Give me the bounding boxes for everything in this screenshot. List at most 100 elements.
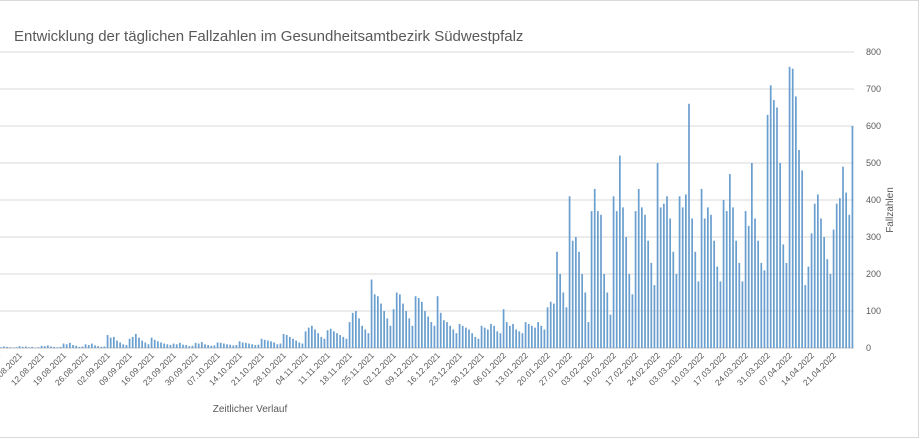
bar [135, 334, 137, 348]
bar [600, 215, 602, 348]
bar [836, 204, 838, 348]
bar [251, 344, 253, 348]
bar [185, 345, 187, 348]
bar [676, 274, 678, 348]
bar [751, 163, 753, 348]
bar [371, 280, 373, 348]
bar [459, 324, 461, 348]
bar [691, 219, 693, 349]
bar [248, 344, 250, 348]
bar [456, 333, 458, 348]
bar [588, 322, 590, 348]
bar [94, 345, 96, 348]
bar [129, 339, 131, 348]
bar [481, 326, 483, 348]
bar [361, 326, 363, 348]
bar [610, 315, 612, 348]
bar [3, 347, 5, 348]
y-tick-label: 100 [866, 306, 881, 316]
bar [754, 219, 756, 349]
bar [317, 333, 319, 348]
bar [402, 304, 404, 348]
bar [764, 270, 766, 348]
bar [330, 329, 332, 348]
bar [748, 226, 750, 348]
bar [679, 196, 681, 348]
bar [845, 193, 847, 348]
bar [393, 309, 395, 348]
bar [729, 174, 731, 348]
bar [368, 333, 370, 348]
bar [710, 215, 712, 348]
bar [38, 347, 40, 348]
bar [534, 328, 536, 348]
bar [562, 293, 564, 349]
bar [760, 263, 762, 348]
bar [267, 341, 269, 348]
bar [223, 344, 225, 348]
bar [226, 344, 228, 348]
bar [452, 330, 454, 349]
y-tick-label: 800 [866, 47, 881, 57]
bar [377, 296, 379, 348]
bar [478, 339, 480, 348]
y-tick-label: 500 [866, 158, 881, 168]
bar [613, 196, 615, 348]
bar [713, 241, 715, 348]
bar [346, 339, 348, 348]
bar [305, 331, 307, 348]
bar [264, 340, 266, 348]
bar [276, 344, 278, 348]
bar [141, 341, 143, 348]
bar [814, 204, 816, 348]
bar [138, 338, 140, 348]
bar [635, 211, 637, 348]
bar [220, 343, 222, 348]
y-tick-label: 400 [866, 195, 881, 205]
bar [465, 328, 467, 348]
bar [672, 252, 674, 348]
bar [782, 244, 784, 348]
bar [386, 318, 388, 348]
bar [688, 104, 690, 348]
bar [826, 259, 828, 348]
bar [792, 69, 794, 348]
bar [122, 344, 124, 348]
bar [503, 309, 505, 348]
bar [302, 344, 304, 348]
bar [716, 267, 718, 348]
bar [745, 211, 747, 348]
bar [742, 281, 744, 348]
bar [515, 330, 517, 349]
bar [210, 346, 212, 348]
bar [707, 207, 709, 348]
bar [273, 342, 275, 348]
bar [298, 342, 300, 348]
bar [842, 167, 844, 348]
bar [657, 163, 659, 348]
bar [462, 326, 464, 348]
y-tick-label: 300 [866, 232, 881, 242]
bar [349, 322, 351, 348]
bar [25, 347, 27, 348]
bar [490, 324, 492, 348]
bar [236, 345, 238, 348]
bar [471, 333, 473, 348]
bar [578, 252, 580, 348]
bar [201, 342, 203, 348]
bar [544, 330, 546, 349]
bar [569, 196, 571, 348]
bar [506, 322, 508, 348]
bar [685, 194, 687, 348]
bar [72, 345, 74, 348]
bar [374, 294, 376, 348]
bar [817, 194, 819, 348]
bar [47, 345, 49, 348]
bar [427, 317, 429, 348]
bar [572, 241, 574, 348]
bar-series [0, 67, 853, 348]
bar [22, 347, 24, 348]
bar [97, 346, 99, 348]
bar [100, 347, 102, 348]
bar [512, 324, 514, 348]
